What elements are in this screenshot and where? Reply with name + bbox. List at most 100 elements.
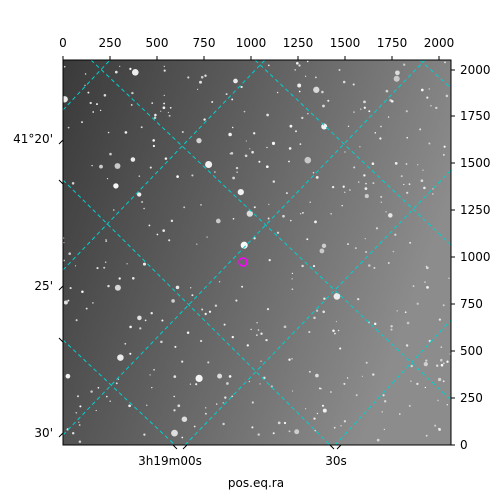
star [149, 374, 151, 376]
star [186, 331, 190, 334]
star [228, 375, 232, 378]
star [298, 90, 301, 93]
right-tick-label: 1250 [460, 203, 491, 217]
star [423, 186, 426, 190]
star [69, 287, 72, 290]
star [322, 310, 326, 314]
star [92, 111, 95, 113]
star [75, 411, 78, 414]
star [425, 434, 428, 437]
star [229, 152, 232, 155]
star [74, 265, 77, 267]
star [272, 180, 276, 183]
star [403, 183, 405, 186]
star [313, 86, 320, 93]
star [260, 360, 262, 362]
star [140, 126, 143, 129]
target-marker [238, 257, 248, 267]
star [63, 300, 68, 305]
star [424, 281, 426, 283]
star [203, 118, 206, 121]
star [440, 358, 443, 362]
star [385, 211, 387, 213]
star [63, 96, 68, 103]
star [308, 330, 311, 334]
star [259, 383, 261, 385]
star [288, 358, 291, 361]
star [435, 106, 438, 110]
dec-tick-label: 41°20' [13, 132, 53, 146]
star [380, 125, 382, 128]
star [246, 210, 253, 217]
star [313, 417, 316, 420]
star [150, 312, 153, 315]
star [365, 182, 367, 185]
star [107, 131, 110, 134]
star [163, 94, 165, 97]
star [130, 103, 133, 106]
star [288, 147, 292, 150]
star [176, 175, 179, 178]
star [390, 325, 393, 328]
star [124, 131, 128, 134]
star [216, 403, 218, 405]
top-pixel-axis: 0 250 500 750 1000 1250 1500 1750 2000 [59, 36, 454, 60]
star [316, 412, 319, 415]
star [371, 162, 375, 165]
star [85, 307, 88, 310]
star [364, 194, 369, 199]
star [406, 136, 408, 139]
star [268, 258, 271, 262]
star [144, 319, 147, 322]
star [440, 346, 443, 348]
star [321, 243, 327, 248]
star [199, 339, 203, 343]
star [301, 116, 304, 120]
star [163, 65, 165, 68]
star [425, 359, 428, 362]
star [231, 126, 234, 129]
star [304, 75, 307, 77]
star [406, 321, 410, 325]
star [244, 154, 248, 158]
star [103, 266, 106, 269]
star [390, 328, 393, 331]
star [268, 203, 270, 206]
star [241, 285, 244, 288]
star [240, 241, 248, 249]
star [357, 297, 360, 301]
star [162, 229, 166, 232]
star [404, 311, 407, 314]
star [343, 420, 347, 423]
star [388, 213, 393, 218]
star [151, 102, 154, 104]
star [119, 65, 121, 67]
star [249, 148, 251, 150]
star [403, 63, 406, 66]
star [204, 74, 207, 77]
star [260, 332, 263, 335]
star [395, 70, 400, 76]
star [304, 408, 307, 410]
star [323, 297, 326, 300]
star [387, 116, 390, 118]
star [200, 204, 202, 206]
star [65, 373, 71, 379]
star [291, 278, 293, 280]
star [416, 382, 419, 386]
star [436, 364, 439, 367]
star [298, 64, 301, 67]
star [223, 323, 226, 326]
star [430, 105, 432, 107]
star [206, 236, 208, 238]
star [368, 110, 371, 113]
star [347, 125, 350, 127]
star [164, 157, 168, 160]
star [222, 402, 224, 404]
star [253, 206, 256, 209]
star [373, 322, 377, 326]
star [332, 329, 335, 333]
star [385, 89, 389, 93]
ra-tick-label: 3h19m00s [138, 454, 202, 468]
star [105, 240, 108, 242]
